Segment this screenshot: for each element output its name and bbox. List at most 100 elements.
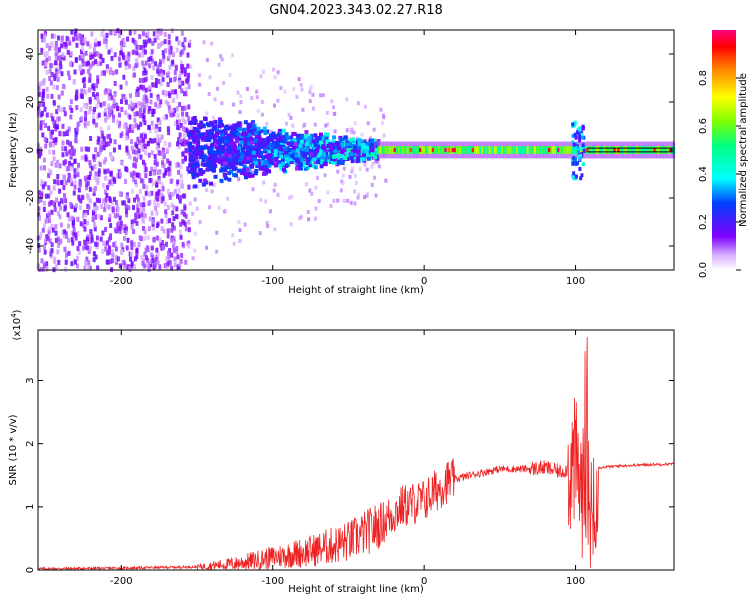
spectrogram-cell [541,146,545,154]
spectrogram-cell [262,144,267,149]
spectrogram-cell [251,124,256,129]
spectrogram-cell [314,185,318,190]
spectrogram-cell [45,57,49,63]
spectrogram-cell [42,223,46,229]
spectrogram-cell [200,135,205,140]
spectrogram-cell [571,140,575,145]
spectrogram-cell [404,146,408,154]
spectrogram-cell [316,144,321,149]
spectrogram-cell [370,164,374,169]
spectrogram-cell [103,169,107,175]
spectrogram-cell [374,193,378,198]
spectrogram-cell [49,134,53,140]
spectrogram-cell [105,32,109,38]
spectrogram-cell [105,68,109,74]
spectrogram-cell [571,133,575,138]
spectrogram-cell [377,164,381,169]
spectrogram-cell [142,98,146,104]
spectrogram-cell [51,116,55,122]
spectrogram-cell [269,149,274,154]
y-tick-label: -40 [25,238,36,254]
spectrogram-cell [234,135,239,140]
spectrogram-cell [604,146,608,154]
spectrogram-cell [223,167,228,172]
spectrogram-cell [185,139,189,145]
spectrogram-cell [524,146,528,154]
spectrogram-cell [342,166,346,171]
spectrogram-cell [144,42,148,48]
spectrogram-cell [167,130,171,136]
spectrogram-cell [54,223,58,229]
spectrogram-cell [259,197,263,202]
spectrogram-cell [255,163,260,168]
spectrogram-cell [179,258,183,264]
spectrogram-cell [47,125,51,131]
spectrogram-cell [288,157,293,162]
spectrogram-cell [299,139,304,144]
spectrogram-cell [278,149,283,154]
spectrogram-cell [56,242,60,248]
spectrogram-cell [39,81,43,87]
spectrogram-cell [146,140,150,146]
spectrogram-cell [292,150,297,155]
spectrogram-cell [256,131,261,136]
spectrogram-cell [107,141,111,147]
spectrogram-cell [326,190,330,195]
spectrogram-cell [167,52,171,58]
spectrogram-cell [241,160,246,165]
spectrogram-cell [304,130,309,135]
spectrogram-cell [191,130,196,135]
spectrogram-cell [309,85,313,90]
spectrogram-cell [357,141,362,146]
spectrogram-cell [189,64,193,69]
spectrogram-cell [80,155,84,161]
spectrogram-cell [276,70,280,75]
spectrogram-cell [55,116,59,122]
spectrogram-cell [307,157,312,162]
spectrogram-cell [259,74,263,79]
spectrogram-cell [217,62,221,67]
spectrogram-cell [99,57,103,63]
spectrogram-cell [262,142,267,147]
spectrogram-cell [117,56,121,62]
spectrogram-cell [51,227,55,233]
spectrogram-cell [61,140,65,146]
spectrogram-cell [233,166,238,171]
spectrogram-cell [401,146,405,154]
spectrogram-cell [390,146,394,154]
spectrogram-cell [97,171,101,177]
spectrogram-cell [238,228,242,233]
spectrogram-cell [203,116,208,121]
spectrogram-cell [247,171,252,176]
spectrogram-cell [210,41,214,46]
spectrogram-cell [75,105,79,111]
spectrogram-cell [316,137,321,142]
spectrogram-cell [112,242,116,248]
spectrogram-cell [129,99,133,105]
spectrogram-cell [97,52,101,58]
spectrogram-cell [161,160,165,166]
spectrogram-cell [138,107,142,113]
spectrogram-cell [134,214,138,220]
spectrogram-cell [363,195,367,200]
spectrogram-cell [316,157,321,162]
spectrogram-cell [153,138,157,144]
spectrogram-cell [172,111,176,117]
spectrogram-cell [40,179,44,185]
spectrogram-cell [200,182,204,187]
spectrogram-cell [134,63,138,69]
spectrogram-cell [286,162,291,167]
spectrogram-cell [99,53,103,59]
spectrogram-cell [174,162,178,168]
spectrogram-cell [57,259,61,265]
spectrogram-cell [291,145,296,150]
spectrogram-cell [273,227,277,232]
spectrogram-cell [65,234,69,240]
spectrogram-cell [173,188,177,194]
spectrogram-cell [131,102,135,108]
spectrogram-cell [87,87,91,93]
spectrogram-cell [168,93,172,99]
spectrogram-cell [134,122,138,128]
